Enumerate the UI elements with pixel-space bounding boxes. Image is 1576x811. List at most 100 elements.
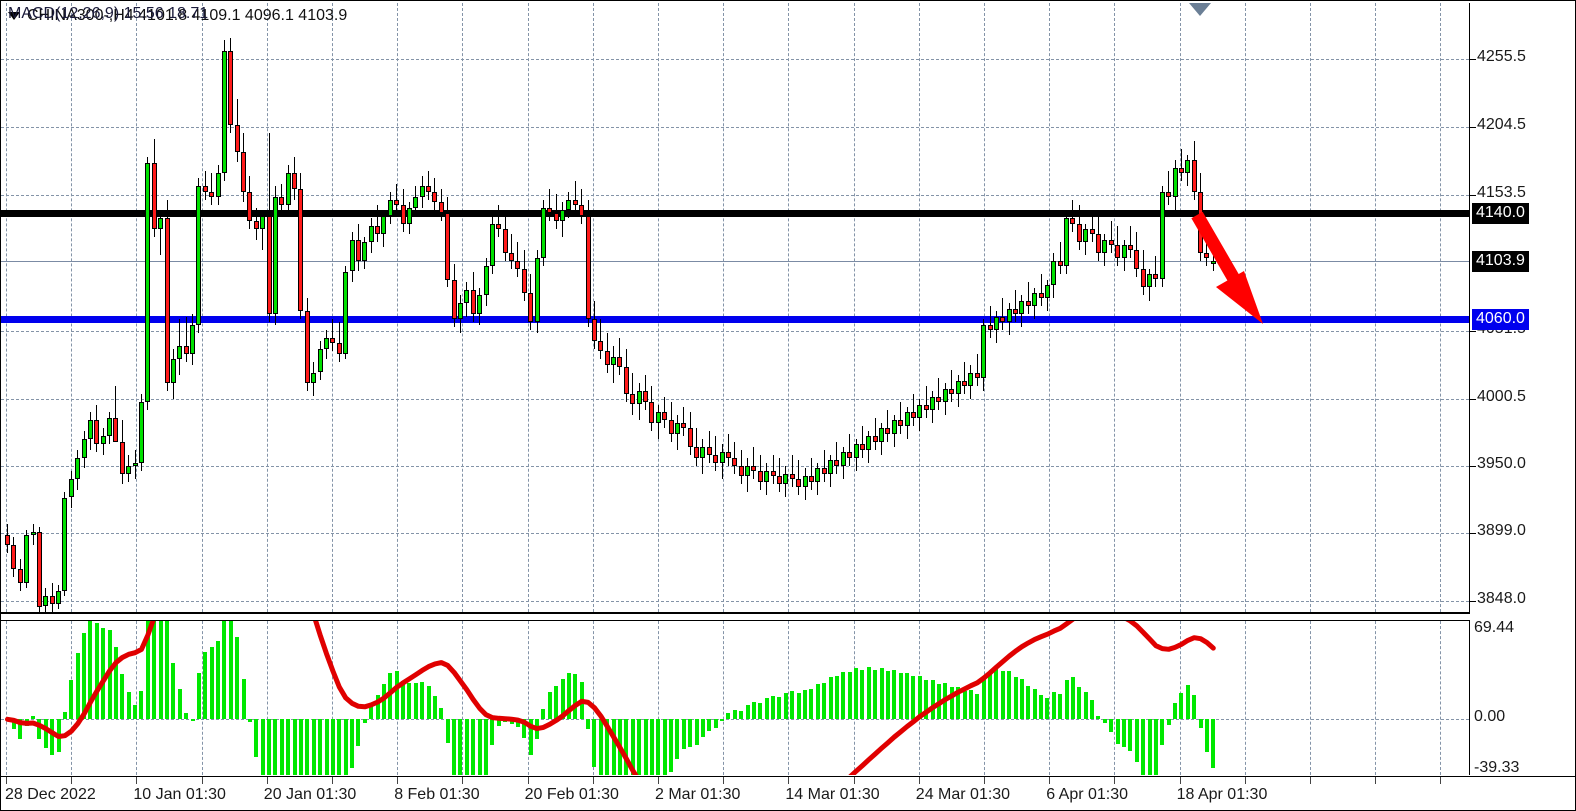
time-axis-label-7: 24 Mar 01:30: [915, 786, 1011, 803]
macd-bar: [43, 719, 48, 749]
candle-body: [1115, 244, 1121, 259]
price-vgrid-22: [1440, 3, 1442, 612]
candle-body: [215, 173, 221, 197]
candle-body: [604, 351, 610, 365]
macd-bar: [1115, 719, 1120, 744]
macd-bar: [700, 719, 705, 737]
macd-bar: [305, 719, 310, 775]
time-tick: [1375, 777, 1377, 784]
macd-axis[interactable]: 69.44 0.00 -39.33: [1469, 620, 1575, 775]
candle-body: [962, 380, 967, 386]
candle-body: [1210, 261, 1216, 264]
macd-bar: [745, 705, 750, 720]
candle-body: [126, 465, 132, 474]
price-axis-label-4140-0[interactable]: 4140.0: [1472, 203, 1529, 224]
level-line-current_price[interactable]: [1, 260, 1469, 262]
candle-body: [1147, 274, 1153, 288]
candle-wick: [772, 455, 774, 485]
candle-body: [43, 595, 49, 607]
candle-body: [285, 173, 291, 205]
macd-bar: [228, 621, 233, 720]
candle-body: [611, 356, 617, 365]
price-vgrid-10: [658, 3, 659, 612]
price-axis-label-4103-9[interactable]: 4103.9: [1472, 251, 1529, 272]
level-line-resistance[interactable]: [1, 209, 1469, 217]
macd-bar: [515, 719, 520, 728]
candle-body: [381, 215, 387, 235]
triangle-down-icon[interactable]: [8, 12, 20, 20]
candle-body: [655, 412, 661, 423]
candle-body: [1159, 191, 1165, 280]
candle-wick: [498, 205, 500, 237]
macd-bar: [165, 621, 169, 720]
candle-body: [910, 412, 916, 418]
price-chart-pane[interactable]: [1, 3, 1469, 614]
macd-bar: [247, 719, 252, 723]
macd-bar: [394, 671, 399, 720]
candle-body: [808, 476, 814, 482]
macd-bar: [484, 719, 488, 775]
macd-bar: [158, 621, 163, 720]
candle-body: [509, 252, 515, 261]
macd-bar: [496, 719, 501, 726]
macd-pane[interactable]: [1, 620, 1469, 775]
candle-body: [68, 478, 74, 498]
price-axis[interactable]: 4255.54204.54153.54140.04103.94060.04051…: [1469, 3, 1575, 614]
macd-bar: [1109, 719, 1114, 732]
candle-body: [585, 215, 591, 320]
macd-bar: [866, 667, 871, 720]
candle-body: [738, 465, 744, 477]
macd-bar: [879, 667, 884, 720]
price-axis-label-4060-0[interactable]: 4060.0: [1472, 309, 1529, 331]
candle-body: [840, 452, 846, 466]
price-vgrid-3: [201, 3, 203, 612]
macd-bar: [362, 719, 367, 724]
candle-body: [464, 290, 470, 304]
candle-wick: [204, 170, 206, 200]
macd-bar: [490, 719, 495, 745]
time-tick: [332, 777, 333, 784]
candle-body: [987, 324, 993, 330]
candle-body: [324, 338, 329, 349]
macd-bar: [968, 690, 973, 720]
candle-body: [355, 239, 361, 261]
macd-bar: [343, 719, 348, 775]
time-tick: [918, 777, 920, 784]
time-axis-label-3: 8 Feb 01:30: [394, 786, 480, 803]
macd-bar: [420, 681, 425, 720]
candle-body: [221, 50, 227, 174]
macd-bar: [62, 712, 67, 720]
macd-bar: [209, 646, 214, 720]
candle-body: [272, 197, 278, 314]
macd-bar: [1192, 695, 1197, 720]
price-tick: [1470, 398, 1476, 400]
candle-wick: [1040, 274, 1042, 307]
macd-signal-line: [5, 621, 1216, 775]
time-tick: [136, 777, 138, 784]
candle-body: [1013, 308, 1019, 314]
candle-body: [566, 199, 572, 211]
candle-body: [866, 436, 872, 450]
macd-bar: [298, 719, 303, 775]
macd-bar: [637, 719, 642, 775]
time-axis-label-8: 6 Apr 01:30: [1046, 786, 1129, 803]
candle-wick: [951, 369, 953, 402]
candle-body: [164, 218, 170, 384]
macd-bar: [101, 628, 106, 720]
time-tick: [1244, 777, 1246, 784]
level-line-support[interactable]: [1, 315, 1469, 323]
candle-body: [885, 428, 891, 434]
candle-body: [241, 151, 247, 192]
candle-wick: [849, 433, 851, 466]
candle-body: [298, 189, 304, 312]
time-axis[interactable]: 28 Dec 2022 10 Jan 01:30 20 Jan 01:30 8 Feb…: [1, 776, 1575, 810]
candle-wick: [823, 449, 825, 482]
macd-bar: [458, 719, 463, 775]
candle-body: [700, 447, 706, 458]
candle-body: [1095, 234, 1101, 253]
macd-bar: [31, 716, 36, 720]
candle-wick: [428, 170, 430, 200]
candle-wick: [836, 441, 838, 474]
candle-body: [847, 452, 853, 458]
